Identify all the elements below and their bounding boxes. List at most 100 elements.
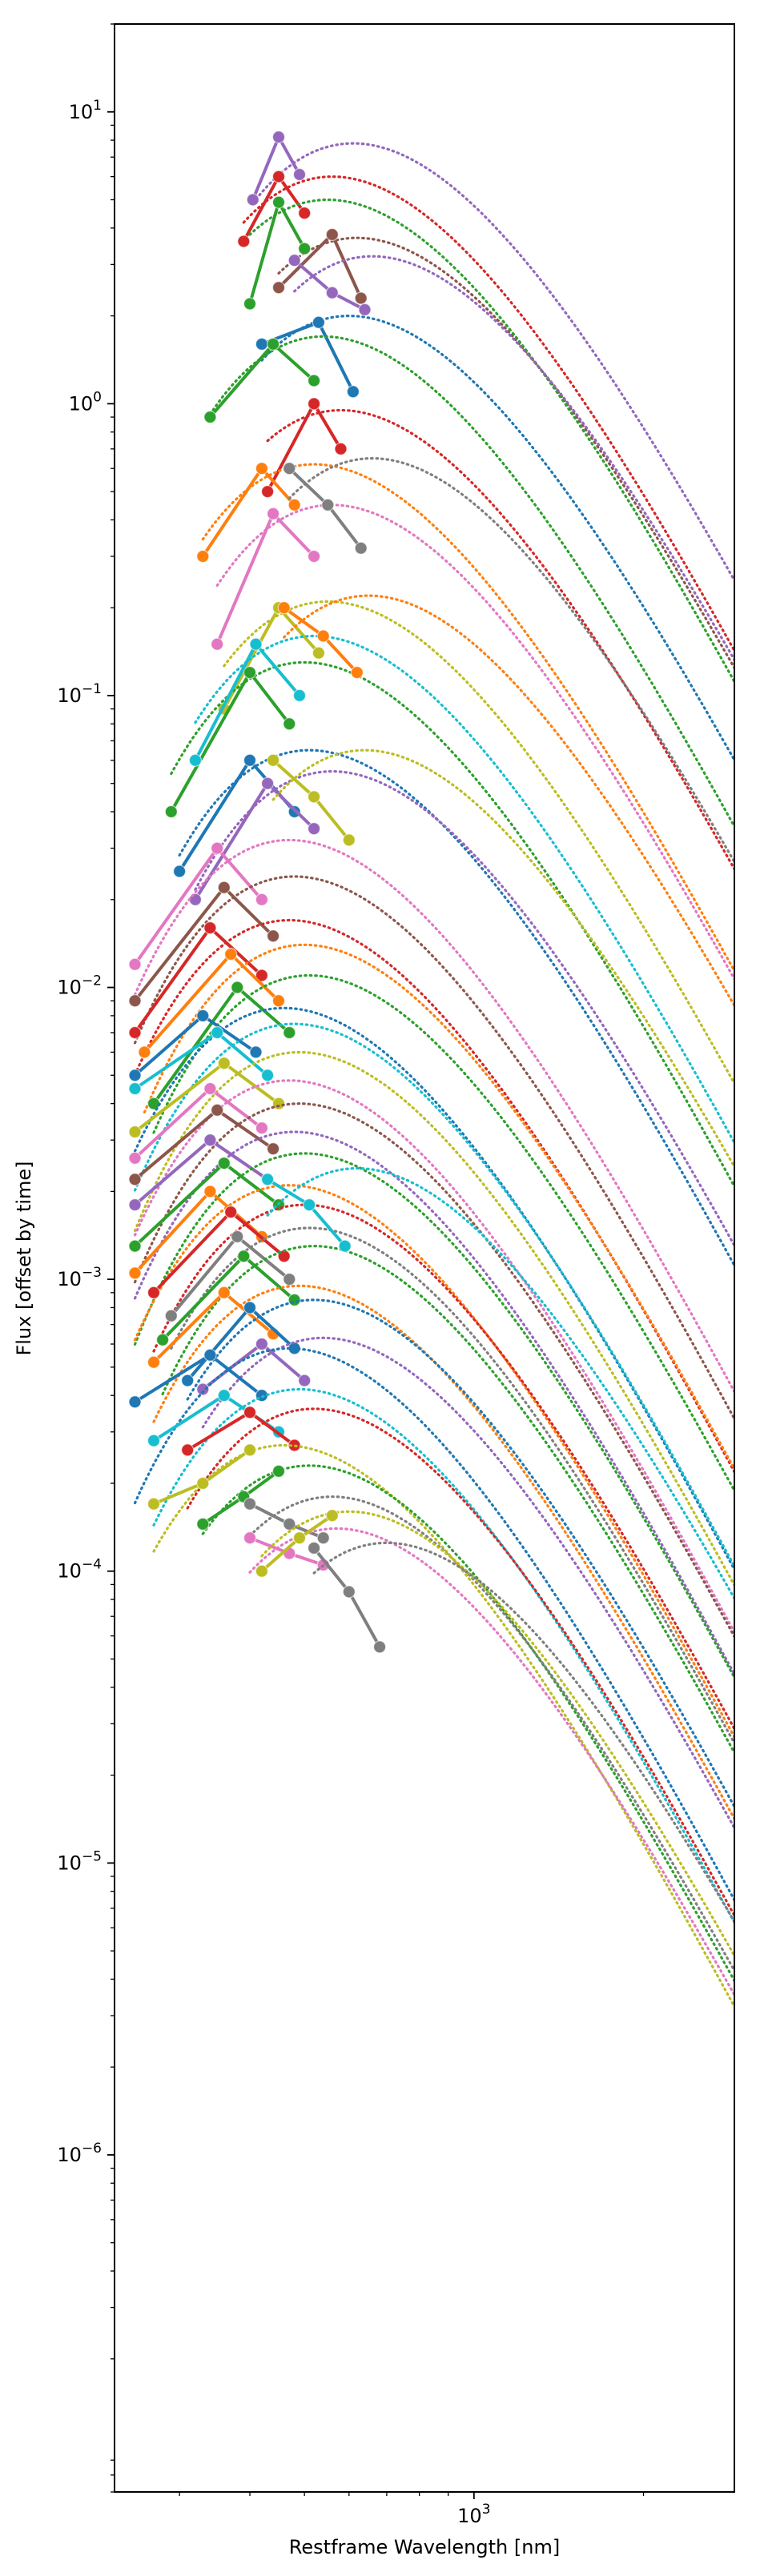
observed-point [354, 541, 368, 555]
model-curve [133, 1022, 734, 1568]
observed-point [217, 1057, 231, 1070]
observed-point [196, 1009, 210, 1023]
observed-point [267, 507, 280, 520]
observed-point [325, 1509, 339, 1523]
series-16 [128, 875, 734, 1420]
observed-point [255, 893, 268, 906]
model-curve [186, 1407, 734, 1917]
observed-point [128, 1266, 142, 1280]
observed-point [249, 1045, 263, 1059]
series-44 [267, 748, 734, 1169]
observed-point [261, 776, 275, 790]
observed-point [246, 193, 259, 207]
observed-point [271, 994, 286, 1008]
observed-point [271, 1097, 286, 1110]
model-curve [201, 1464, 734, 1983]
observed-point [211, 637, 224, 651]
observed-point [283, 1025, 296, 1040]
observed-point [211, 841, 224, 855]
observed-point [271, 281, 286, 295]
model-curve [170, 1226, 734, 1745]
observed-point [358, 303, 372, 316]
observed-point [288, 1293, 301, 1307]
observed-point [196, 549, 210, 564]
series-7 [261, 397, 734, 871]
model-curve [133, 1079, 734, 1634]
series-42 [308, 1541, 734, 1924]
model-curve [133, 838, 734, 1394]
observed-point [354, 291, 368, 305]
observed-point [188, 753, 202, 767]
observed-point [243, 1497, 257, 1511]
observed-point [147, 1434, 161, 1447]
observed-point [128, 1025, 142, 1040]
observed-point [267, 753, 280, 767]
observed-point [217, 881, 231, 894]
observed-point [255, 337, 268, 351]
observed-point [261, 484, 275, 499]
observed-point [261, 1069, 275, 1082]
observed-point [211, 1103, 224, 1117]
observed-point [303, 1198, 316, 1212]
series-39 [243, 1495, 734, 1972]
observed-point [373, 1640, 387, 1654]
observed-point [308, 1541, 321, 1555]
observed-point [338, 1239, 352, 1253]
observed-point [128, 1239, 142, 1253]
observed-point [308, 397, 321, 411]
observed-point [128, 1125, 142, 1139]
series-12 [188, 634, 734, 1145]
model-curve [133, 1152, 734, 1679]
observed-point [346, 385, 360, 399]
observed-point [292, 1531, 307, 1545]
model-curve [170, 660, 734, 1188]
observed-point [224, 947, 238, 961]
series-36 [181, 1406, 734, 1917]
observed-point [255, 1121, 268, 1135]
series-22 [128, 1050, 734, 1587]
observed-point [283, 462, 296, 475]
observed-point [128, 957, 142, 971]
observed-point [203, 1348, 217, 1362]
observed-point [203, 1185, 217, 1198]
observed-point [288, 254, 301, 267]
model-curve [152, 1387, 734, 1924]
model-curve [288, 456, 734, 864]
series-9 [211, 504, 734, 981]
observed-point [298, 1374, 312, 1387]
model-curve [194, 634, 734, 1145]
observed-point [181, 1374, 195, 1387]
observed-point [243, 665, 257, 680]
series-24 [128, 1101, 734, 1639]
observed-point [128, 1198, 142, 1212]
series-21 [128, 1022, 734, 1568]
observed-point [255, 969, 268, 982]
observed-point [196, 1517, 210, 1531]
series-45 [277, 594, 734, 1007]
y-tick-label: 10−6 [57, 2141, 102, 2166]
observed-point [196, 1476, 210, 1491]
observed-point [334, 442, 348, 455]
series-46 [283, 456, 734, 864]
model-curve [186, 1298, 734, 1808]
series-6 [203, 335, 734, 829]
model-curve [312, 1541, 734, 1924]
model-curve [248, 1495, 734, 1972]
observed-point [255, 1564, 268, 1578]
observed-point [147, 1355, 161, 1369]
observed-point [288, 498, 301, 512]
x-axis-label: Restframe Wavelength [nm] [289, 2536, 560, 2558]
observed-point [231, 981, 244, 994]
y-tick-label: 10−2 [57, 973, 102, 999]
observed-point [271, 195, 286, 209]
observed-point [243, 753, 257, 767]
observed-point [267, 337, 280, 351]
model-curve [152, 1284, 734, 1820]
y-axis-ticks: 10−6 10−5 10−4 10−3 10−2 10−1 100 101 [57, 23, 115, 2493]
model-curve [133, 1101, 734, 1639]
observed-point [271, 170, 286, 183]
series-2 [237, 170, 734, 652]
observed-point [316, 629, 330, 643]
model-curve [266, 408, 734, 871]
